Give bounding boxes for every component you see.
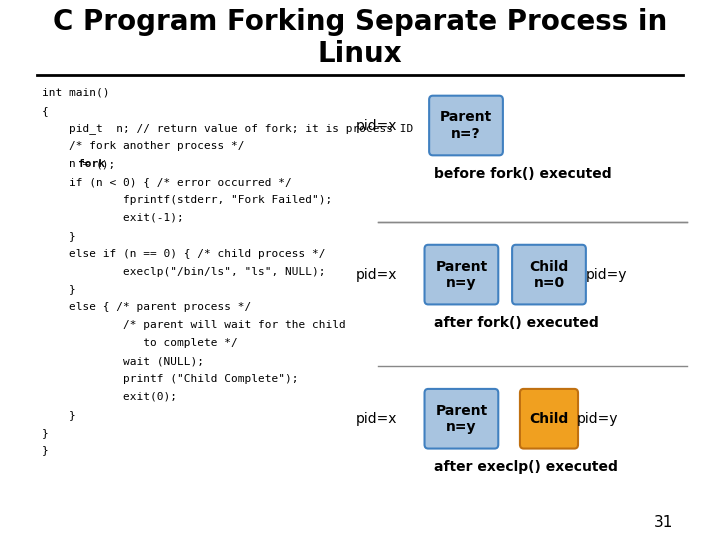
- Text: pid_t  n; // return value of fork; it is process ID: pid_t n; // return value of fork; it is …: [42, 124, 413, 134]
- Text: Parent
n=y: Parent n=y: [436, 403, 487, 434]
- Text: pid=x: pid=x: [356, 118, 397, 132]
- Text: execlp("/bin/ls", "ls", NULL);: execlp("/bin/ls", "ls", NULL);: [42, 267, 325, 276]
- FancyBboxPatch shape: [425, 389, 498, 449]
- Text: else if (n == 0) { /* child process */: else if (n == 0) { /* child process */: [42, 249, 325, 259]
- Text: Child
n=0: Child n=0: [529, 260, 569, 289]
- Text: Child: Child: [529, 411, 569, 426]
- Text: to complete */: to complete */: [42, 338, 238, 348]
- FancyBboxPatch shape: [512, 245, 586, 305]
- Text: else { /* parent process */: else { /* parent process */: [42, 302, 251, 313]
- Text: }: }: [42, 428, 49, 438]
- Text: after fork() executed: after fork() executed: [433, 316, 598, 330]
- Text: printf ("Child Complete");: printf ("Child Complete");: [42, 374, 299, 384]
- Text: pid=x: pid=x: [356, 411, 397, 426]
- Text: ();: ();: [96, 159, 116, 170]
- FancyBboxPatch shape: [429, 96, 503, 156]
- Text: }: }: [42, 410, 76, 420]
- Text: pid=y: pid=y: [586, 268, 627, 281]
- FancyBboxPatch shape: [520, 389, 578, 449]
- Text: wait (NULL);: wait (NULL);: [42, 356, 204, 366]
- Text: C Program Forking Separate Process in
Linux: C Program Forking Separate Process in Li…: [53, 8, 667, 68]
- Text: }: }: [42, 231, 76, 241]
- Text: Parent
n=y: Parent n=y: [436, 260, 487, 289]
- Text: after execlp() executed: after execlp() executed: [433, 461, 618, 475]
- FancyBboxPatch shape: [425, 245, 498, 305]
- Text: 31: 31: [654, 515, 673, 530]
- Text: fork: fork: [78, 159, 104, 170]
- Text: }: }: [42, 446, 49, 456]
- Text: /* fork another process */: /* fork another process */: [42, 141, 245, 151]
- Text: {: {: [42, 106, 49, 116]
- Text: if (n < 0) { /* error occurred */: if (n < 0) { /* error occurred */: [42, 177, 292, 187]
- Text: exit(-1);: exit(-1);: [42, 213, 184, 223]
- Text: pid=y: pid=y: [577, 411, 618, 426]
- Text: int main(): int main(): [42, 87, 109, 98]
- Text: }: }: [42, 285, 76, 294]
- Text: /* parent will wait for the child: /* parent will wait for the child: [42, 320, 346, 330]
- Text: exit(0);: exit(0);: [42, 392, 177, 402]
- Text: before fork() executed: before fork() executed: [433, 167, 611, 181]
- Text: pid=x: pid=x: [356, 268, 397, 281]
- Text: Parent
n=?: Parent n=?: [440, 110, 492, 140]
- Text: n =: n =: [42, 159, 96, 170]
- Text: fprintf(stderr, "Fork Failed");: fprintf(stderr, "Fork Failed");: [42, 195, 332, 205]
